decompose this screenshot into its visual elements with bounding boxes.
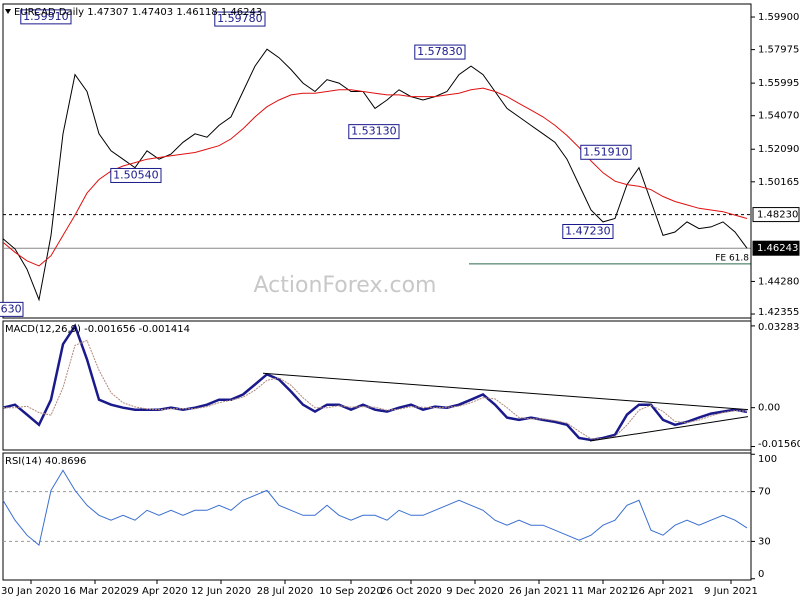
annotation-box	[0, 301, 24, 317]
x-tick-label: 29 Apr 2020	[126, 586, 188, 597]
annotation-label: 1.59780	[217, 12, 263, 25]
y-tick-label: 1.52090	[758, 144, 799, 155]
annotation-box	[580, 144, 632, 160]
y-tick-label: 30	[758, 536, 771, 547]
y-tick-label: 1.59900	[758, 12, 799, 23]
x-tick-label: 10 Sep 2020	[319, 586, 382, 597]
x-tick-label: 26 Oct 2020	[380, 586, 442, 597]
x-tick-label: 9 Dec 2020	[446, 586, 504, 597]
x-tick-label: 26 Jan 2021	[509, 586, 569, 597]
annotation-box	[110, 167, 162, 183]
annotation-label: 1.57830	[417, 45, 463, 58]
annotation-box	[20, 9, 72, 25]
price-level-label: 1.46243	[757, 243, 798, 254]
trendline	[262, 372, 749, 411]
annotation-box	[348, 124, 400, 140]
x-tick-label: 11 Mar 2021	[571, 586, 634, 597]
series-line	[2, 48, 748, 302]
y-tick-label: -0.015604	[758, 439, 800, 450]
annotation-label: 1.59910	[23, 10, 69, 23]
annotation-box	[214, 11, 266, 27]
y-tick-label: 1.42355	[758, 307, 799, 318]
x-tick-label: 9 Jun 2021	[704, 586, 758, 597]
annotation-box	[414, 44, 466, 60]
x-tick-label: 28 Jul 2020	[257, 586, 314, 597]
title-arrow	[5, 9, 11, 14]
series-line	[2, 87, 748, 267]
y-tick-label: 70	[758, 487, 771, 498]
trendline	[589, 416, 749, 442]
y-tick-label: 0.00	[758, 403, 780, 414]
x-tick-label: 12 Jun 2020	[191, 586, 251, 597]
y-tick-label: 0.032834	[758, 322, 800, 333]
series-line	[2, 323, 748, 442]
y-tick-label: 1.57975	[758, 45, 799, 56]
panel-title: EURCAD Daily 1.47307 1.47403 1.46118 1.4…	[14, 7, 262, 18]
fib-label: FE 61.8	[715, 253, 749, 263]
x-tick-label: 16 Mar 2020	[63, 586, 126, 597]
annotation-label: 630	[1, 302, 22, 315]
y-tick-label: 0	[758, 569, 764, 580]
price-level-box	[752, 240, 800, 256]
y-tick-label: 100	[758, 454, 777, 465]
series-line	[2, 469, 748, 547]
panel-title: MACD(12,26,9) -0.001656 -0.001414	[5, 324, 190, 335]
price-level-label: 1.48230	[757, 210, 798, 221]
y-tick-label: 1.44280	[758, 276, 799, 287]
panel-title: RSI(14) 40.8696	[5, 456, 86, 467]
series-line	[3, 339, 748, 440]
x-tick-label: 30 Jan 2020	[1, 586, 61, 597]
y-tick-label: 1.50165	[758, 177, 799, 188]
annotation-label: 1.50540	[113, 168, 159, 181]
price-level-box	[752, 207, 800, 223]
annotation-label: 1.51910	[583, 145, 629, 158]
watermark: ActionForex.com	[254, 273, 437, 298]
annotation-label: 1.53130	[351, 125, 397, 138]
y-tick-label: 1.55995	[758, 78, 799, 89]
annotation-box	[562, 224, 614, 240]
y-tick-label: 1.54070	[758, 111, 799, 122]
annotation-label: 1.47230	[565, 225, 611, 238]
x-tick-label: 26 Apr 2021	[632, 586, 694, 597]
